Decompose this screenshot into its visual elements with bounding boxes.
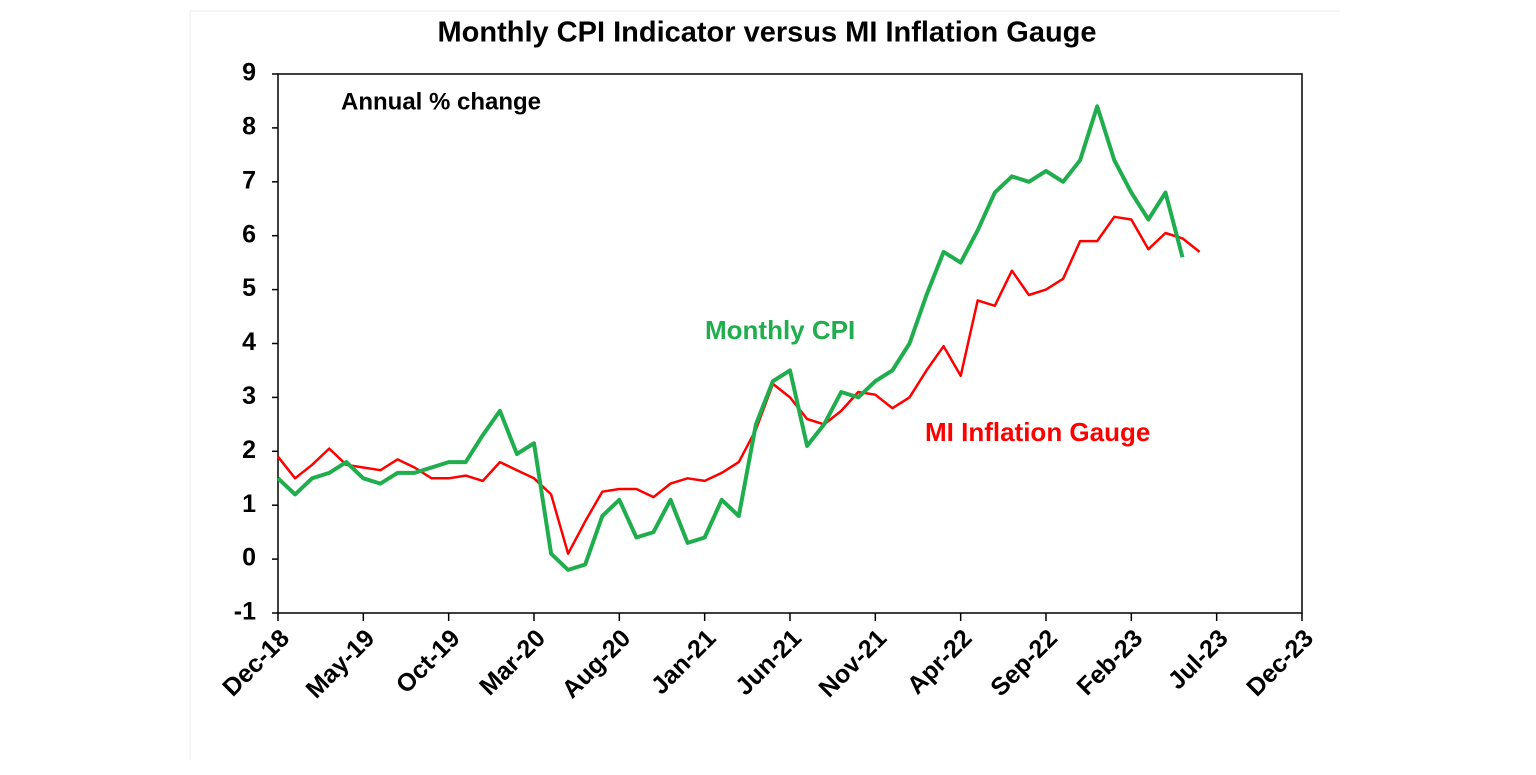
x-tick-label: Jul-23 <box>1163 624 1234 695</box>
y-tick-label: 3 <box>242 382 256 410</box>
y-tick-label: 8 <box>242 113 256 141</box>
y-tick-label: 6 <box>242 220 256 248</box>
y-tick-label: 4 <box>242 328 256 356</box>
x-tick-label: Jun-21 <box>730 624 807 701</box>
series-label: MI Inflation Gauge <box>925 417 1150 447</box>
y-tick-label: 0 <box>242 544 256 572</box>
series-label: Monthly CPI <box>705 315 855 345</box>
series-line <box>277 215 1201 555</box>
x-tick-label: Aug-20 <box>557 624 637 704</box>
annotation: Annual % change <box>341 88 541 115</box>
chart-title: Monthly CPI Indicator versus MI Inflatio… <box>437 17 1096 49</box>
x-tick-label: Dec-23 <box>1241 624 1319 702</box>
x-tick-label: Feb-23 <box>1071 624 1148 701</box>
x-tick-label: Mar-20 <box>474 624 551 701</box>
x-tick-label: Sep-22 <box>985 624 1063 702</box>
series-line <box>276 104 1185 572</box>
y-tick-label: 2 <box>242 436 256 464</box>
y-tick-label: 1 <box>242 490 256 518</box>
y-tick-label: 7 <box>242 166 256 194</box>
x-tick-label: Nov-21 <box>813 624 892 703</box>
x-tick-label: Dec-18 <box>217 624 295 702</box>
x-tick-label: May-19 <box>301 624 381 704</box>
y-tick-label: 5 <box>242 274 256 302</box>
x-tick-label: Apr-22 <box>902 624 978 700</box>
x-tick-label: Oct-19 <box>391 624 466 699</box>
y-tick-label: -1 <box>234 598 256 626</box>
y-tick-label: 9 <box>242 59 256 87</box>
x-tick-label: Jan-21 <box>646 624 722 700</box>
